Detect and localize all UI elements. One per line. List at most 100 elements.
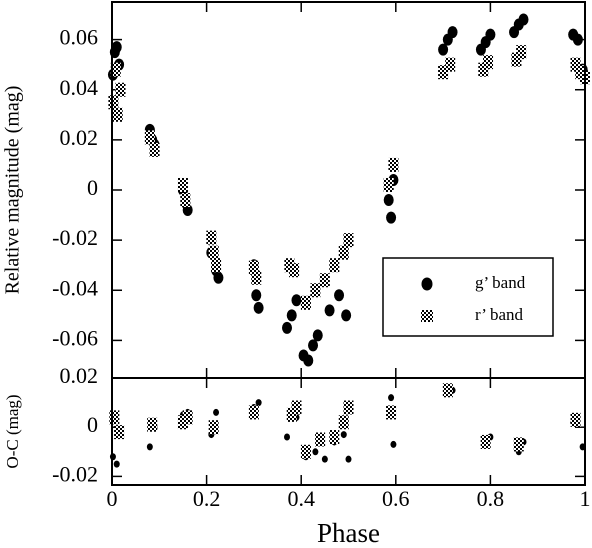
g-point <box>340 431 347 439</box>
legend-box <box>382 257 554 337</box>
r-point <box>483 55 494 70</box>
y-tick-label: -0.06 <box>52 325 98 350</box>
g-point <box>345 455 352 463</box>
g-point <box>251 289 262 302</box>
g-point <box>312 329 323 342</box>
g-point <box>146 443 153 451</box>
r-point <box>109 410 120 425</box>
g-point <box>286 309 297 322</box>
g-point <box>282 321 293 334</box>
g-point <box>388 394 395 402</box>
r-point <box>310 283 321 298</box>
g-point <box>312 448 319 456</box>
g-point <box>111 41 122 54</box>
g-point <box>182 204 193 217</box>
r-point <box>300 444 311 459</box>
g-point <box>291 294 302 307</box>
r-point <box>338 245 349 260</box>
g-point <box>334 289 345 302</box>
r-point <box>513 437 524 452</box>
r-point <box>211 258 222 273</box>
y-tick-label: 0 <box>87 175 98 200</box>
r-point <box>383 177 394 192</box>
g-point <box>572 33 583 46</box>
g-point <box>390 440 397 448</box>
g-point <box>213 408 220 416</box>
plot-frame <box>111 377 586 486</box>
g-point <box>341 309 352 322</box>
y-tick-label: -0.04 <box>52 275 98 300</box>
y-axis-label: O-C (mag) <box>3 394 22 468</box>
r-point <box>248 260 259 275</box>
r-point <box>300 295 311 310</box>
g-point <box>518 13 529 26</box>
g-point <box>255 399 262 407</box>
r-point <box>182 410 193 425</box>
legend-label: r’ band <box>475 305 523 324</box>
r-point <box>570 412 581 427</box>
g-point <box>383 194 394 207</box>
r-point <box>114 425 125 440</box>
legend-marker <box>421 310 433 322</box>
g-point <box>213 271 224 284</box>
g-point <box>308 339 319 352</box>
y-tick-label: -0.02 <box>52 225 98 250</box>
r-point <box>144 130 155 145</box>
x-tick-label: 0.2 <box>193 486 221 511</box>
r-point <box>286 407 297 422</box>
r-point <box>386 405 397 420</box>
x-tick-label: 0 <box>107 486 118 511</box>
g-point <box>438 43 449 56</box>
g-point <box>485 28 496 41</box>
r-point <box>329 430 340 445</box>
x-tick-label: 0.8 <box>477 486 505 511</box>
y-axis-label: Relative magnitude (mag) <box>2 86 24 295</box>
r-point <box>570 57 581 72</box>
r-point <box>315 432 326 447</box>
r-point <box>149 142 160 157</box>
r-point <box>206 230 217 245</box>
r-point <box>251 270 262 285</box>
r-point <box>480 434 491 449</box>
y-tick-label: 0.02 <box>60 363 99 388</box>
r-point <box>147 417 158 432</box>
legend-marker <box>421 277 433 291</box>
g-point <box>284 433 291 441</box>
x-tick-label: 1 <box>580 486 591 511</box>
g-point <box>386 211 397 224</box>
r-point <box>478 62 489 77</box>
r-point <box>291 400 302 415</box>
r-point <box>108 95 119 110</box>
g-point <box>321 455 328 463</box>
x-tick-label: 0.6 <box>382 486 410 511</box>
y-tick-label: -0.02 <box>52 461 98 486</box>
r-point <box>329 258 340 273</box>
g-point <box>324 304 335 317</box>
r-point <box>319 273 330 288</box>
g-point <box>447 26 458 39</box>
x-axis-label: Phase <box>317 518 380 548</box>
r-point <box>442 383 453 398</box>
g-point <box>113 460 120 468</box>
r-point <box>208 420 219 435</box>
r-point <box>115 82 126 97</box>
r-point <box>110 62 121 77</box>
g-point <box>303 354 314 367</box>
r-point <box>343 233 354 248</box>
y-tick-label: 0.06 <box>60 25 99 50</box>
r-point <box>208 245 219 260</box>
r-point <box>338 415 349 430</box>
y-tick-label: 0 <box>87 412 98 437</box>
legend: g’ band r’ band <box>382 257 554 337</box>
r-point <box>289 263 300 278</box>
r-point <box>177 177 188 192</box>
y-tick-label: 0.02 <box>60 125 99 150</box>
r-point <box>438 65 449 80</box>
g-point <box>253 301 264 314</box>
x-tick-label: 0.4 <box>287 486 315 511</box>
r-point <box>388 157 399 172</box>
y-tick-label: 0.04 <box>60 75 99 100</box>
r-point <box>343 400 354 415</box>
r-point <box>112 107 123 122</box>
